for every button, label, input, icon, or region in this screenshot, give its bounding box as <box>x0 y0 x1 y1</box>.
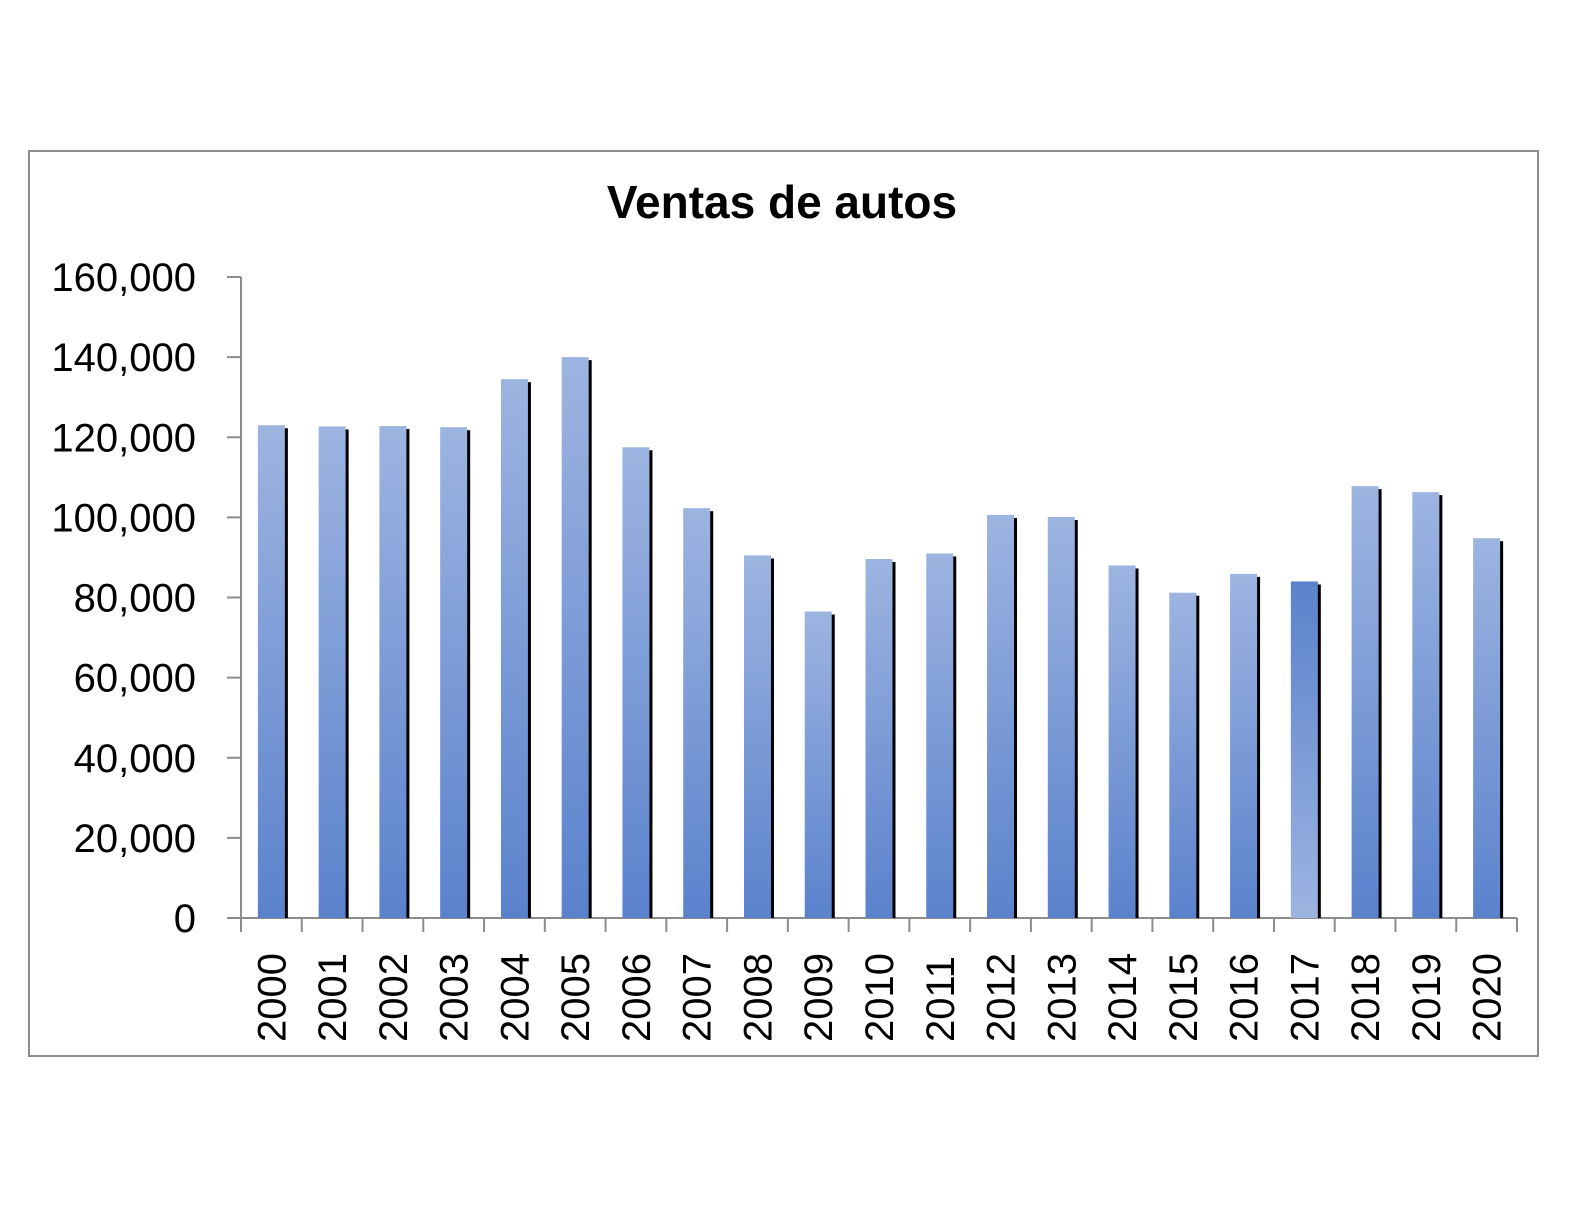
bar-2013 <box>1047 516 1075 918</box>
bar-2019 <box>1412 492 1440 918</box>
x-tick-label: 2009 <box>797 953 841 1042</box>
bar-2016 <box>1230 573 1258 918</box>
x-tick-label: 2014 <box>1101 953 1145 1042</box>
x-tick-label: 2018 <box>1344 953 1388 1042</box>
y-tick-label: 60,000 <box>74 657 196 701</box>
bar-2000 <box>257 425 285 918</box>
y-tick-label: 100,000 <box>51 496 196 540</box>
bar-2011 <box>926 553 954 918</box>
y-tick-label: 120,000 <box>51 416 196 460</box>
x-tick-label: 2008 <box>736 953 780 1042</box>
x-tick-label: 2012 <box>980 953 1024 1042</box>
x-tick-label: 2017 <box>1283 953 1327 1042</box>
bar-2004 <box>500 379 528 918</box>
bar-2010 <box>865 559 893 918</box>
x-tick-label: 2010 <box>858 953 902 1042</box>
x-tick-label: 2000 <box>250 953 294 1042</box>
bar-2015 <box>1169 592 1197 918</box>
x-tick-label: 2001 <box>311 953 355 1042</box>
bar-2017 <box>1290 581 1318 918</box>
x-tick-label: 2015 <box>1162 953 1206 1042</box>
x-tick-label: 2002 <box>372 953 416 1042</box>
x-tick-label: 2005 <box>554 953 598 1042</box>
bar-2020 <box>1473 538 1501 918</box>
y-axis: 0 20,000 40,000 60,000 80,000 100,000 120,000 1… <box>51 256 242 941</box>
chart-title: Ventas de autos <box>607 176 957 228</box>
bar-2007 <box>683 508 711 918</box>
bar-2002 <box>379 426 407 918</box>
x-tick-label: 2019 <box>1405 953 1449 1042</box>
bar-2009 <box>804 611 832 918</box>
bar-2001 <box>318 426 346 918</box>
bars <box>257 357 1504 918</box>
x-tick-label: 2006 <box>615 953 659 1042</box>
bar-2018 <box>1351 486 1379 918</box>
bar-2014 <box>1108 565 1136 918</box>
bar-2003 <box>440 427 468 918</box>
bar-2005 <box>561 357 589 918</box>
bar-2006 <box>622 447 650 918</box>
x-tick-label: 2020 <box>1466 953 1510 1042</box>
x-tick-label: 2016 <box>1223 953 1267 1042</box>
y-tick-label: 140,000 <box>51 336 196 380</box>
x-tick-label: 2011 <box>919 956 963 1042</box>
x-tick-label: 2004 <box>493 953 537 1042</box>
x-axis: 2000 2001 2002 2003 2004 2005 2006 2007 2008 2009… <box>240 917 1518 1042</box>
y-tick-label: 80,000 <box>74 577 196 621</box>
x-tick-label: 2007 <box>676 953 720 1042</box>
x-tick-label: 2013 <box>1040 953 1084 1042</box>
y-tick-label: 0 <box>174 897 196 941</box>
bar-2012 <box>987 514 1015 918</box>
y-tick-label: 160,000 <box>51 256 196 300</box>
bar-2008 <box>743 555 771 918</box>
x-tick-label: 2003 <box>433 953 477 1042</box>
y-tick-label: 20,000 <box>74 817 196 861</box>
y-tick-label: 40,000 <box>74 737 196 781</box>
